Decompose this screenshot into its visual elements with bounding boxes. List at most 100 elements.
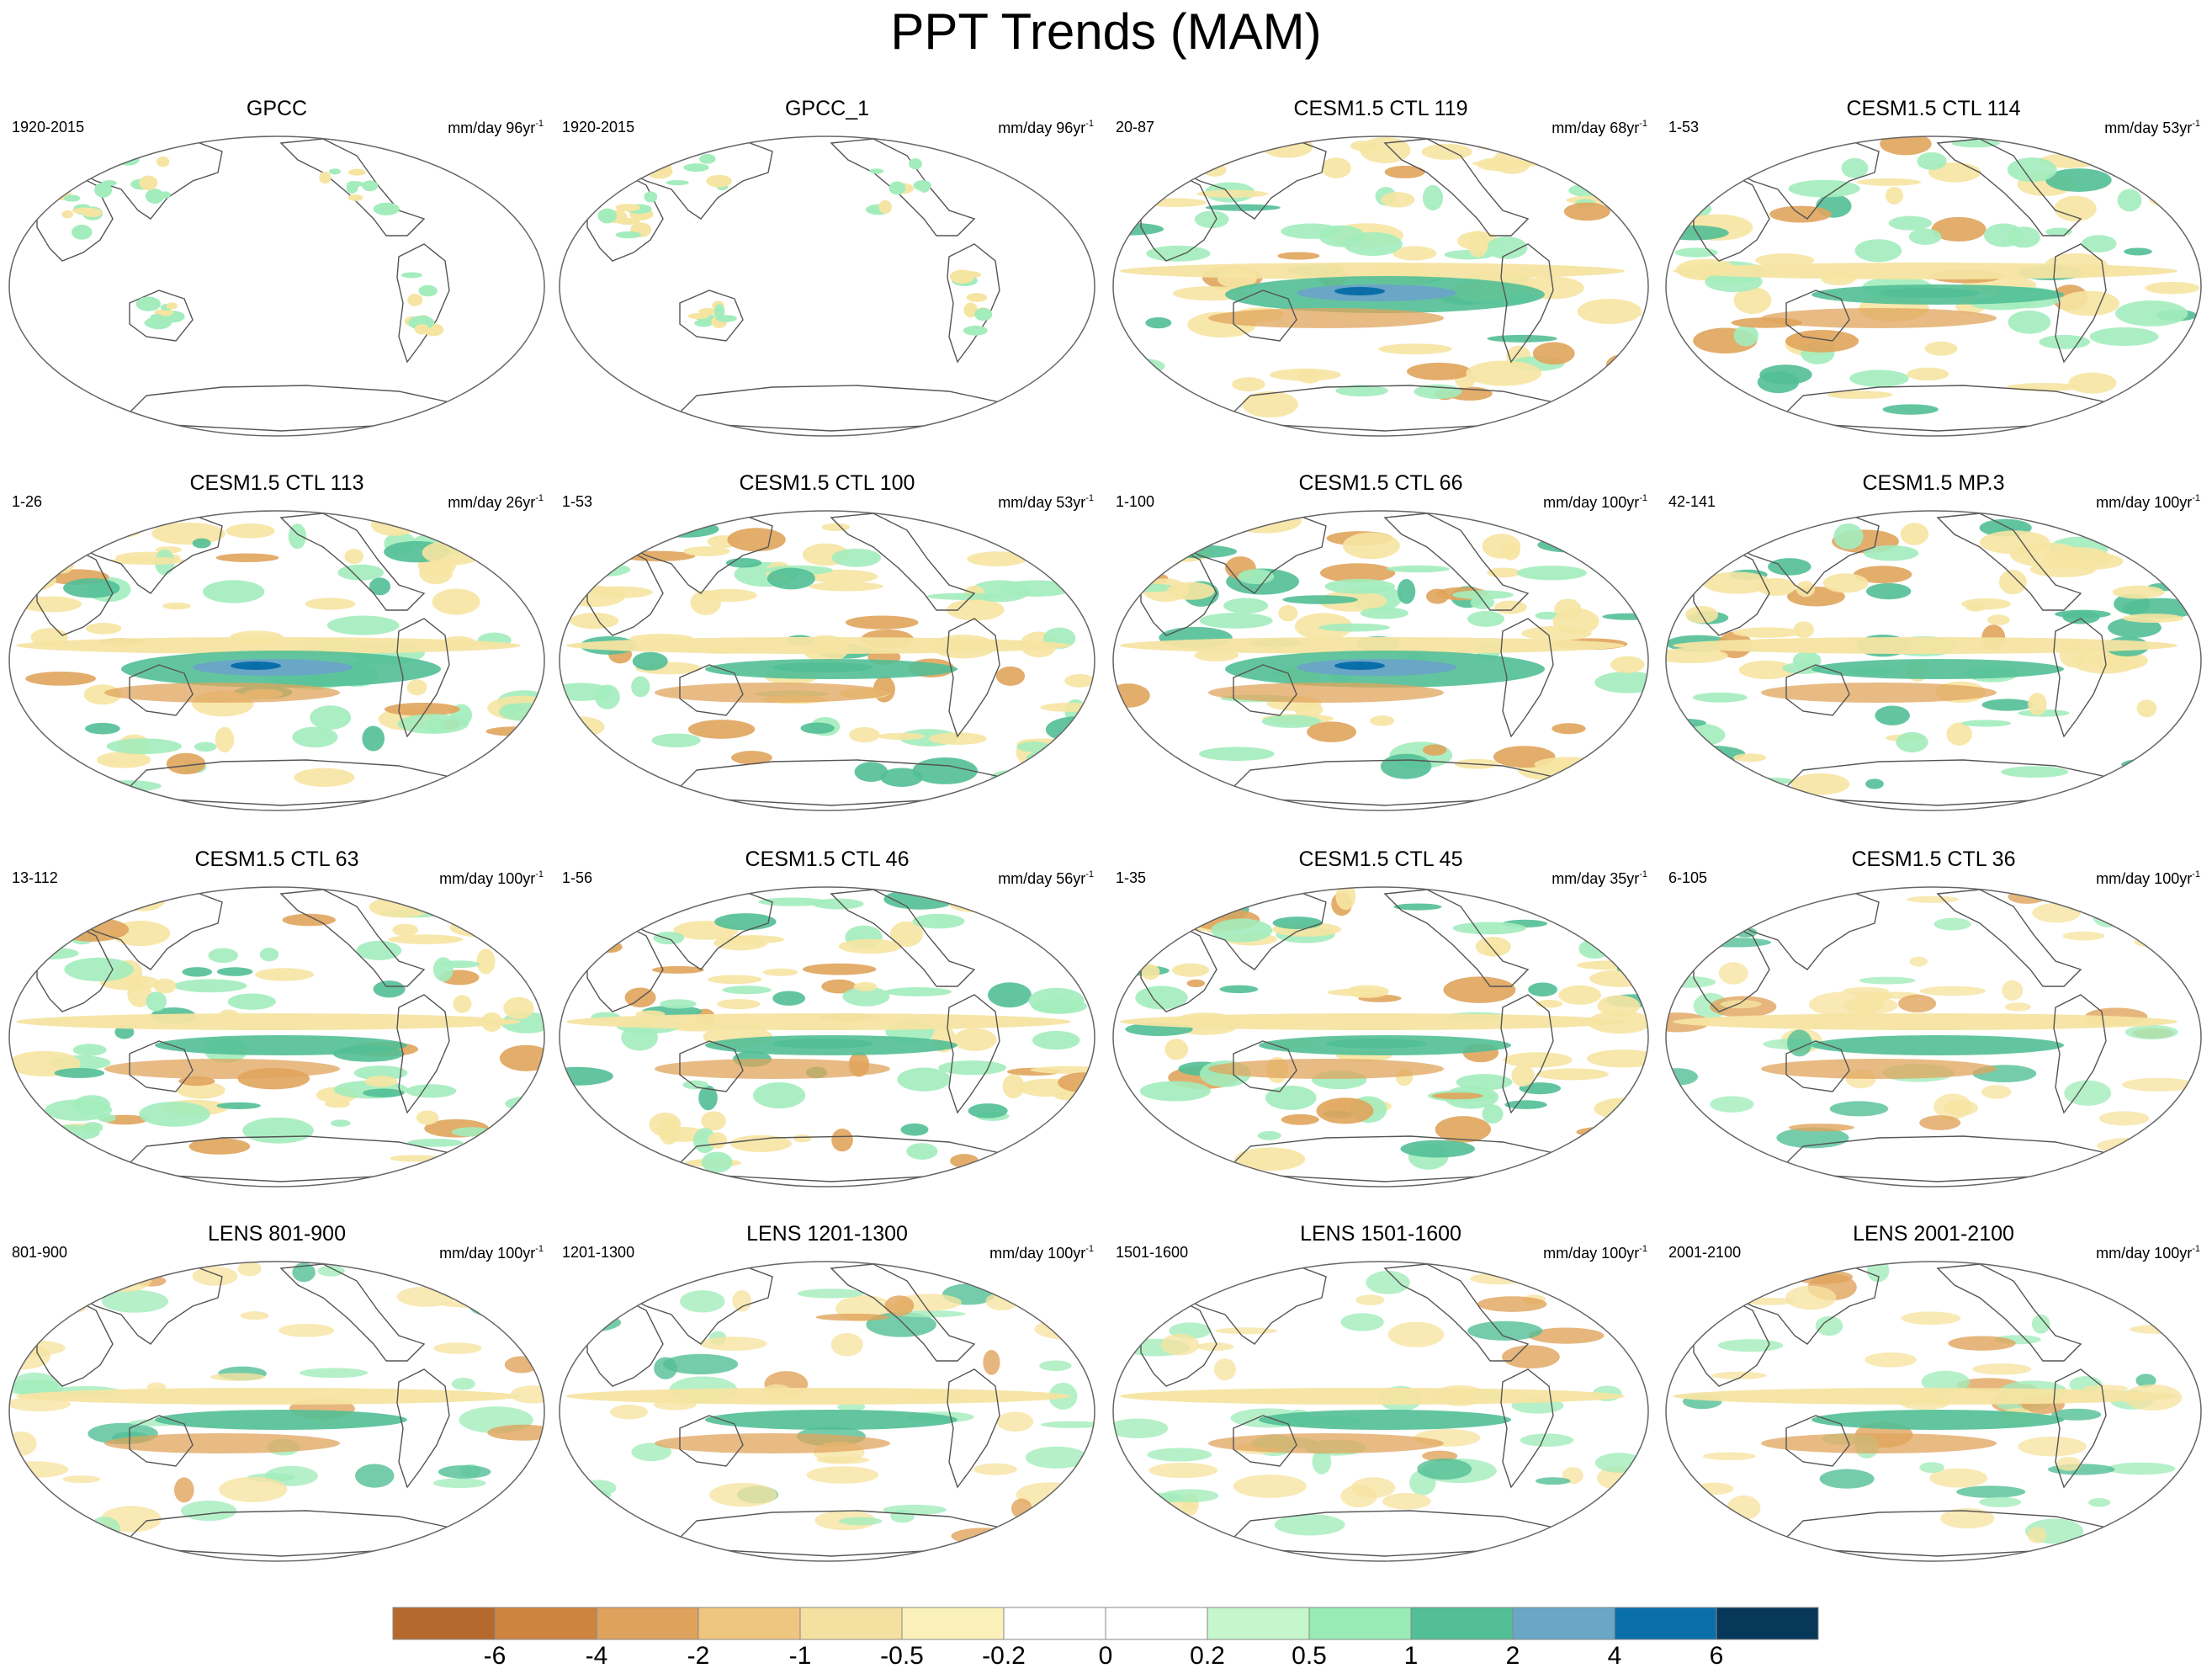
- trend-blob: [1721, 892, 1760, 913]
- trend-blob: [1919, 1115, 1961, 1130]
- trend-blob: [384, 702, 460, 716]
- trend-blob: [427, 718, 446, 734]
- trend-blob: [9, 946, 79, 960]
- trend-blob: [1979, 1496, 2022, 1507]
- trend-blob: [1906, 895, 1960, 903]
- trend-blob: [938, 1060, 1007, 1076]
- trend-blob: [1552, 723, 1586, 735]
- units-exponent: -1: [535, 119, 544, 129]
- continent-outline: [1383, 1263, 1530, 1362]
- trend-blob: [758, 897, 828, 906]
- trend-blob: [178, 1076, 215, 1087]
- trend-blob: [1854, 239, 1902, 263]
- trend-blob: [2063, 552, 2124, 570]
- map-panel: CESM1.5 CTL 100 1-53 mm/day 53yr-1: [554, 467, 1101, 821]
- colorbar-tick-label: 1: [1403, 1642, 1419, 1670]
- trend-blob: [1732, 777, 1796, 785]
- trend-blob: [407, 1139, 464, 1147]
- equatorial-band: [566, 1013, 1071, 1030]
- trend-blob: [1946, 722, 1972, 746]
- trend-blob: [991, 769, 1036, 784]
- trend-blob: [476, 522, 532, 534]
- units-text: mm/day 68yr: [1552, 120, 1640, 136]
- trend-blob: [406, 679, 427, 696]
- trend-blob: [2159, 1495, 2184, 1515]
- trend-blob: [853, 981, 878, 991]
- trend-blob: [2001, 766, 2069, 778]
- trend-blob: [631, 1443, 672, 1462]
- trend-blob: [1744, 140, 1780, 165]
- trend-blob: [906, 1143, 938, 1160]
- land-trend-patch: [145, 316, 172, 330]
- trend-blob: [12, 568, 56, 592]
- trend-blob: [111, 556, 185, 566]
- map-panel: LENS 1201-1300 1201-1300 mm/day 100yr-1: [554, 1218, 1101, 1571]
- trend-blob: [240, 1311, 269, 1320]
- land-trend-patch: [346, 181, 358, 194]
- panel-title: CESM1.5 CTL 113: [189, 471, 364, 495]
- continent-outline: [679, 1415, 744, 1467]
- trend-blob: [842, 986, 890, 1007]
- map-panel: CESM1.5 CTL 46 1-56 mm/day 56yr-1: [554, 843, 1101, 1197]
- trend-blob: [363, 1088, 405, 1097]
- trend-blob: [1228, 511, 1302, 534]
- trend-blob: [1294, 702, 1323, 718]
- trend-blob: [1960, 720, 2012, 727]
- trend-blob: [570, 613, 619, 630]
- trend-blob: [1422, 744, 1447, 756]
- trend-blob: [1822, 573, 1869, 593]
- trend-blob: [1029, 1150, 1064, 1171]
- trend-blob: [1466, 360, 1542, 386]
- trend-blob: [1125, 1272, 1183, 1289]
- trend-blob: [392, 923, 418, 937]
- world-map: [1112, 510, 1649, 811]
- units-text: mm/day 96yr: [448, 120, 536, 136]
- trend-blob: [1733, 520, 1769, 534]
- pacific-band: [1812, 1410, 2064, 1430]
- continent-outline: [1233, 1415, 1297, 1467]
- colorbar-swatch: [1512, 1607, 1615, 1640]
- colorbar-tick-label: 2: [1505, 1642, 1520, 1670]
- trend-blob: [2162, 1140, 2196, 1167]
- colorbar-tick-label: 0.5: [1292, 1642, 1327, 1670]
- trend-blob: [1787, 1029, 1812, 1057]
- trend-blob: [72, 1044, 107, 1056]
- units-exponent: -1: [1639, 1244, 1647, 1254]
- south-band: [1208, 308, 1444, 328]
- trend-blob: [1215, 1327, 1278, 1335]
- trend-blob: [1711, 1371, 1767, 1379]
- trend-blob: [662, 1353, 739, 1375]
- trend-blob: [2121, 758, 2174, 771]
- trend-blob: [797, 1288, 865, 1299]
- trend-blob: [2107, 1462, 2176, 1475]
- trend-blob: [1796, 581, 1816, 598]
- land-trend-patch: [646, 164, 673, 179]
- trend-blob: [1738, 660, 1796, 679]
- trend-blob: [1133, 770, 1170, 791]
- land-trend-patch: [329, 168, 342, 175]
- trend-blob: [578, 1517, 627, 1542]
- trend-blob: [2089, 327, 2159, 347]
- trend-blob: [1435, 1116, 1492, 1143]
- trend-blob: [1032, 1030, 1080, 1050]
- trend-blob: [151, 522, 225, 545]
- continent-outline: [129, 1040, 194, 1092]
- trend-blob: [1519, 146, 1538, 156]
- trend-blob: [1426, 588, 1449, 604]
- period-label: 20-87: [1116, 119, 1155, 135]
- trend-blob: [837, 1402, 866, 1411]
- continent-outline: [947, 994, 1000, 1114]
- trend-blob: [215, 553, 279, 562]
- trend-blob: [181, 1501, 237, 1522]
- trend-blob: [1477, 1296, 1547, 1312]
- continent-outline: [396, 618, 450, 738]
- units-exponent: -1: [1085, 493, 1094, 503]
- trend-blob: [2007, 157, 2057, 183]
- trend-blob: [1121, 359, 1165, 375]
- world-map: [1665, 886, 2202, 1188]
- trend-blob: [1025, 1288, 1093, 1306]
- world-map: [8, 1261, 545, 1562]
- trend-blob: [1885, 186, 1904, 205]
- trend-blob: [422, 539, 483, 566]
- trend-blob: [2002, 980, 2024, 1001]
